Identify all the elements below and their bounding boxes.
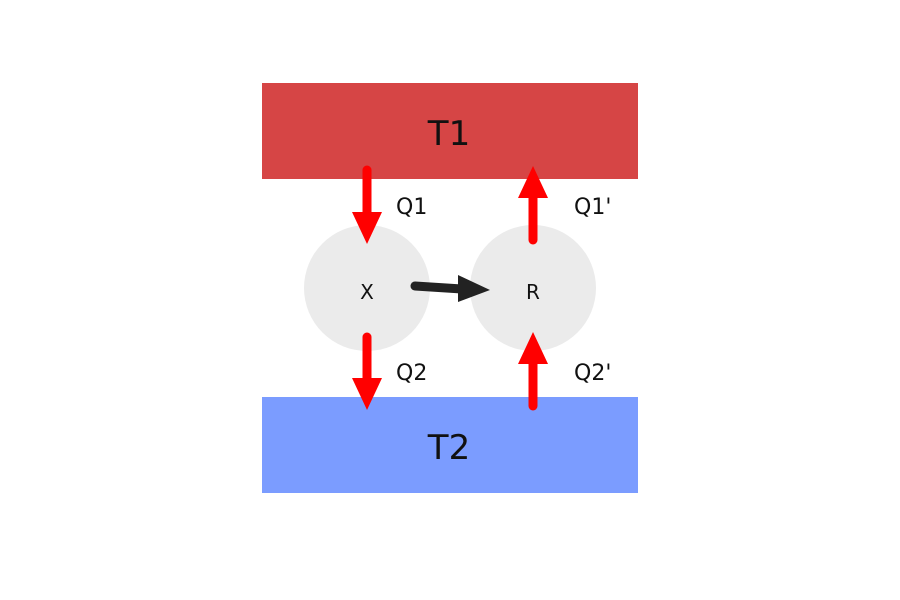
engine-node-label: X	[360, 280, 374, 304]
q1-prime-label: Q1'	[574, 195, 611, 220]
engine-node	[304, 225, 430, 351]
q1-prime-arrow	[518, 166, 548, 245]
work-arrow	[410, 275, 490, 302]
q2-prime-arrow	[518, 332, 548, 411]
q1-label: Q1	[396, 195, 427, 220]
refrigerator-node-label: R	[526, 280, 540, 304]
q2-prime-label: Q2'	[574, 361, 611, 386]
q2-arrow	[352, 332, 382, 410]
cold-reservoir	[262, 397, 638, 493]
q1-arrow	[352, 165, 382, 244]
q2-label: Q2	[396, 361, 427, 386]
hot-reservoir-label: T1	[427, 114, 470, 154]
cold-reservoir-label: T2	[427, 428, 470, 468]
hot-reservoir	[262, 83, 638, 179]
refrigerator-node	[470, 225, 596, 351]
